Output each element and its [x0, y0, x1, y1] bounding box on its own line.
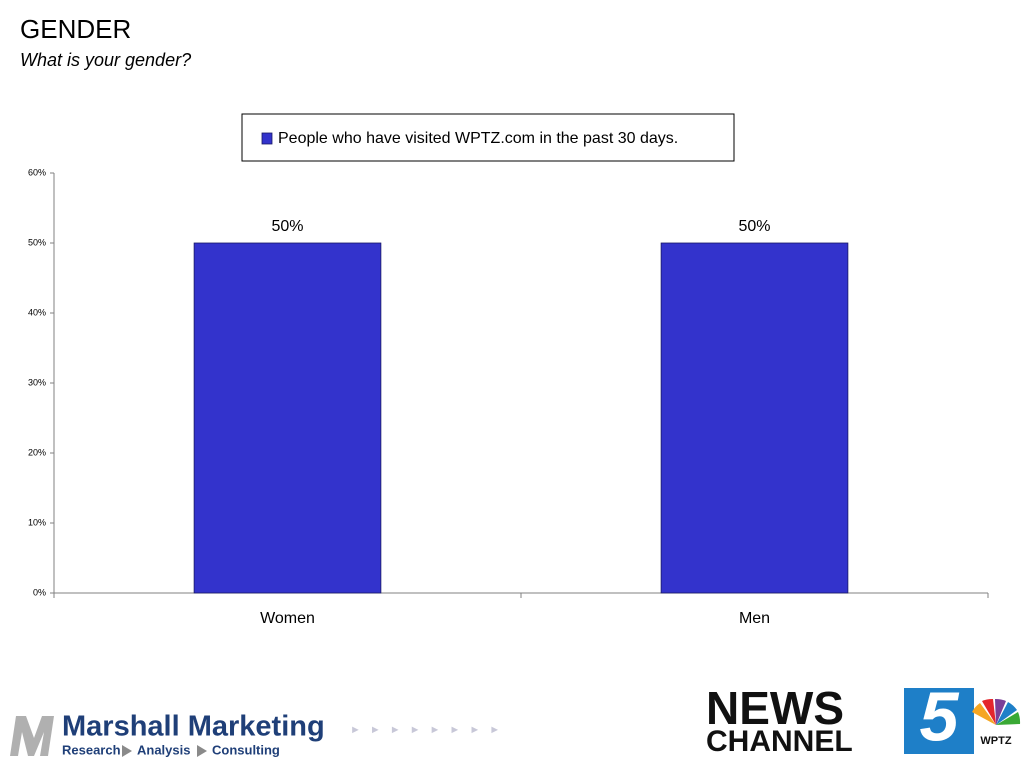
chart-subtitle: What is your gender?: [20, 50, 191, 70]
y-tick-label: 60%: [28, 167, 46, 177]
legend-swatch: [261, 132, 273, 145]
x-tick-label: Women: [260, 610, 315, 627]
bar: [193, 242, 382, 594]
tagline-2: Analysis: [137, 742, 190, 757]
y-tick-label: 20%: [28, 447, 46, 457]
five-box: [904, 688, 974, 754]
marshall-name: Marshall Marketing: [62, 711, 325, 743]
y-tick-label: 10%: [28, 517, 46, 527]
m-logo: [10, 716, 54, 756]
value-label: 50%: [738, 218, 770, 235]
y-tick-label: 40%: [28, 307, 46, 317]
footer: Marshall Marketing Research Analysis Con…: [10, 677, 1021, 758]
y-tick-label: 30%: [28, 377, 46, 387]
call-letters: WPTZ: [980, 735, 1011, 747]
five-text: 5: [920, 677, 960, 755]
tagline-1: Research: [62, 742, 121, 757]
y-tick-label: 50%: [28, 237, 46, 247]
news-text: NEWS: [706, 682, 844, 734]
chart-title: GENDER: [20, 14, 131, 44]
value-label: 50%: [271, 218, 303, 235]
bar: [660, 242, 849, 594]
x-tick-label: Men: [739, 610, 770, 627]
channel-text: CHANNEL: [706, 725, 853, 758]
tagline-3: Consulting: [212, 742, 280, 757]
y-tick-label: 0%: [33, 587, 46, 597]
arrow: [197, 745, 207, 757]
peacock: [972, 698, 1021, 725]
arrow: [122, 745, 132, 757]
legend-box: [241, 113, 735, 162]
decor-arrows: ►►►►►►►►: [350, 724, 509, 736]
legend-label: People who have visited WPTZ.com in the …: [278, 130, 678, 147]
